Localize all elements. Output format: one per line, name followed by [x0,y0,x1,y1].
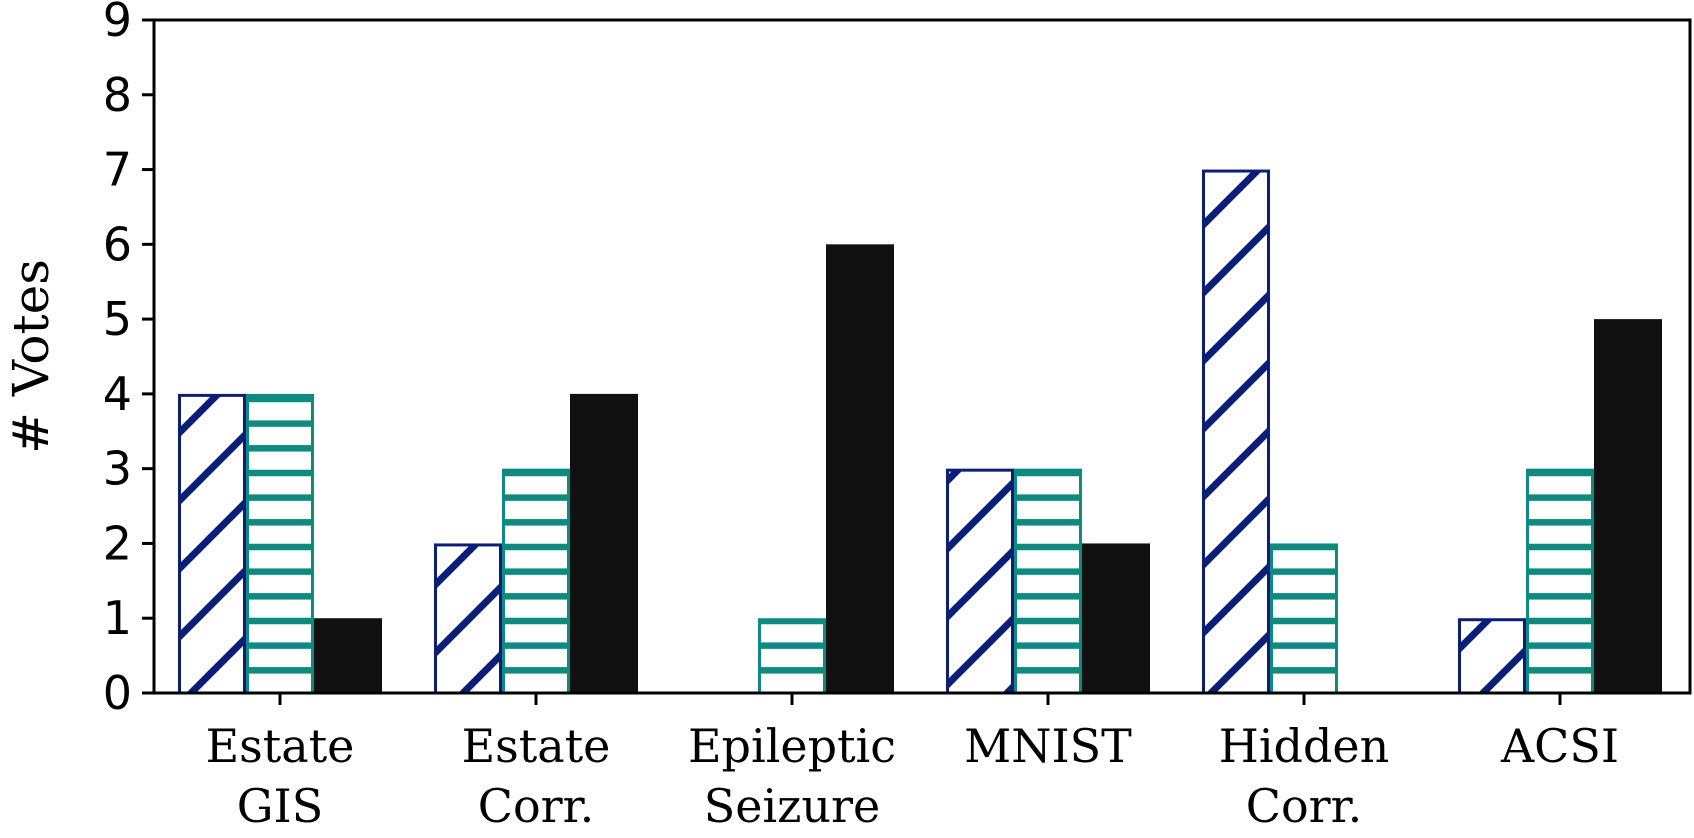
y-tick-label-1: 1 [103,591,132,645]
y-tick-label-6: 6 [103,217,132,271]
bar-series-1-cat-3 [946,468,1014,695]
bar-series-1-cat-5 [1458,618,1526,695]
x-tick-label-line: Hidden [1219,719,1390,773]
labels-layer: 0 1 2 3 4 5 6 7 8 9 Estate GIS Estate Corr. Epileptic S… [2,0,1619,833]
x-tick-label-4: Hidden Corr. [1219,719,1390,833]
y-tick-label-9: 9 [103,0,132,47]
bar-series-3-cat-2 [826,244,894,695]
y-tick-label-2: 2 [103,516,132,570]
bar-series-1-cat-4 [1202,169,1270,695]
y-tick-label-5: 5 [103,292,132,346]
bar-series-2-cat-5 [1526,468,1594,695]
bar-series-2-cat-3 [1014,468,1082,695]
bar-series-3-cat-1 [570,393,638,695]
y-axis-label: # Votes [2,259,60,454]
bar-series-1-cat-0 [178,393,246,695]
x-tick-label-line: Estate [462,719,611,773]
bar-series-2-cat-1 [502,468,570,695]
bar-series-2-cat-0 [246,393,314,695]
x-tick-label-line: ACSI [1500,719,1619,773]
y-tick-label-4: 4 [103,367,132,421]
x-tick-label-line: Estate [206,719,355,773]
y-tick-label-3: 3 [103,442,132,496]
x-tick-label-line: MNIST [964,719,1132,773]
bar-series-2-cat-2 [758,618,826,695]
y-tick-label-7: 7 [103,143,132,197]
bar-series-2-cat-4 [1270,543,1338,695]
x-tick-label-line: GIS [237,779,323,833]
x-tick-label-line: Corr. [1246,779,1362,833]
bar-series-3-cat-5 [1594,319,1662,695]
x-tick-label-line: Corr. [478,779,594,833]
x-tick-label-3: MNIST [964,719,1132,773]
x-tick-label-5: ACSI [1500,719,1619,773]
x-tick-label-2: Epileptic Seizure [688,719,896,833]
x-tick-label-line: Epileptic [688,719,896,773]
y-tick-label-8: 8 [103,68,132,122]
bar-series-3-cat-0 [314,618,382,695]
x-tick-label-line: Seizure [704,779,881,833]
bar-series-1-cat-1 [434,543,502,695]
x-tick-label-0: Estate GIS [206,719,355,833]
y-tick-label-0: 0 [103,666,132,720]
bars-layer [178,169,1662,695]
bar-series-3-cat-3 [1082,543,1150,695]
x-tick-label-1: Estate Corr. [462,719,611,833]
plot-frame [152,18,1692,695]
axes-layer [142,18,1692,705]
